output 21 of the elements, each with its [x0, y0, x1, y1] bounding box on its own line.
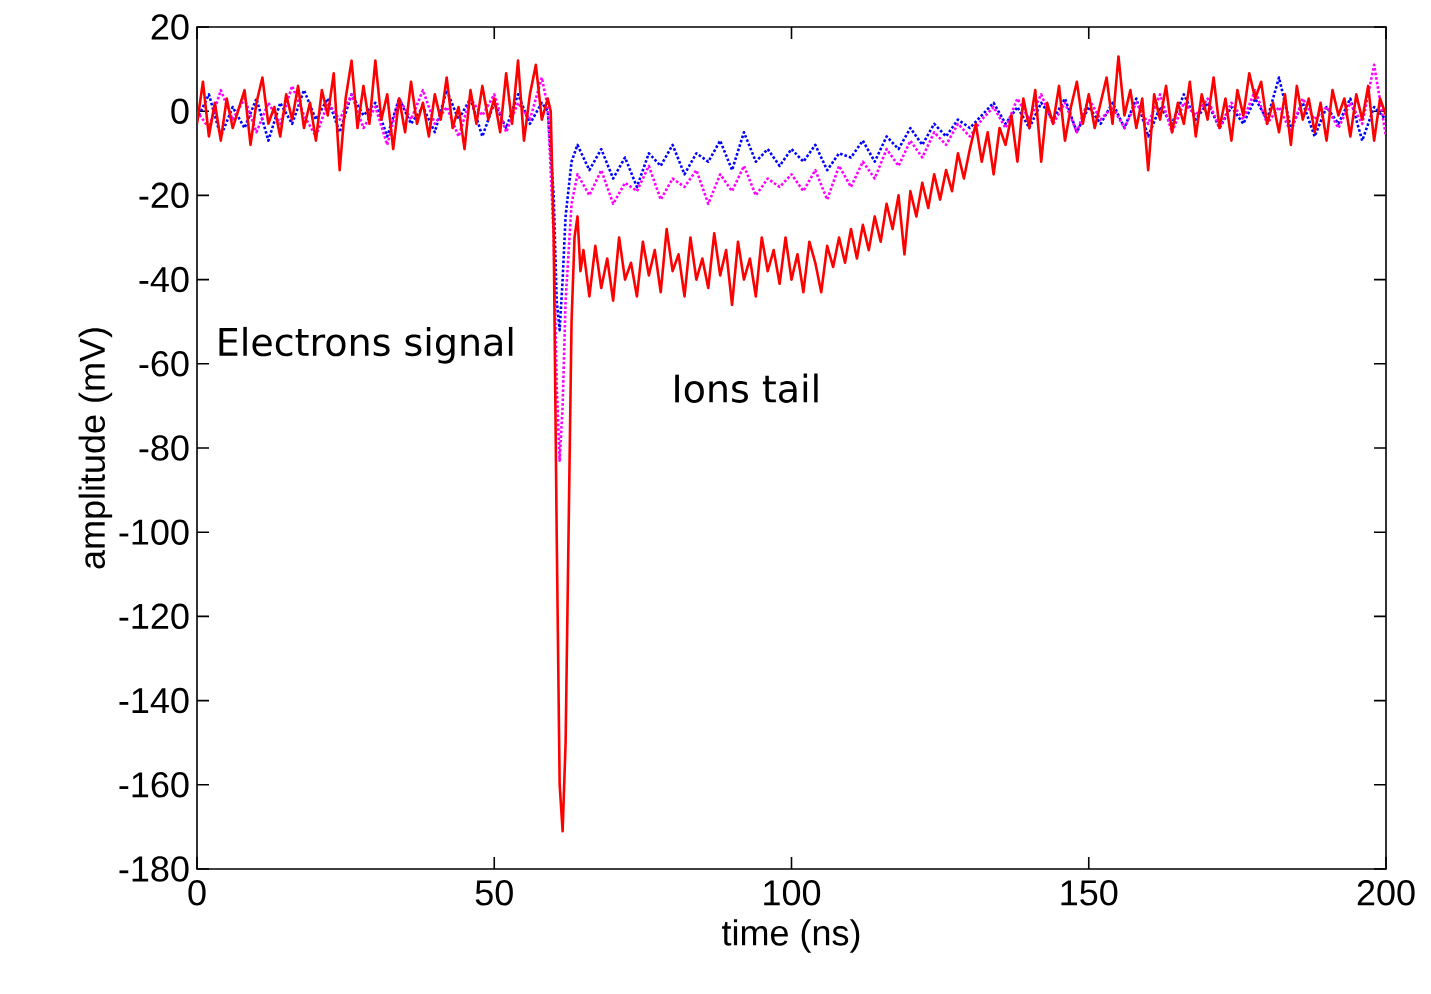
x-axis-title: time (ns): [722, 919, 860, 953]
y-tick-label: -20: [139, 182, 189, 209]
y-tick-label: -100: [119, 519, 189, 545]
y-tick-label: 20: [151, 14, 189, 40]
y-tick-label: -120: [119, 603, 189, 630]
x-tick-label: 100: [764, 880, 821, 906]
y-tick-label: -60: [139, 351, 189, 377]
line-series: [197, 63, 1386, 462]
x-tick-label: 0: [188, 880, 206, 906]
annotation: Electrons signal: [219, 326, 513, 364]
y-tick-label: -160: [119, 772, 189, 798]
x-tick-label: 150: [1061, 880, 1118, 906]
y-tick-label: -80: [139, 435, 189, 461]
x-tick-label: 200: [1357, 880, 1415, 906]
y-tick-label: -180: [119, 856, 189, 882]
annotation: Ions tail: [675, 373, 818, 403]
y-tick-label: -40: [139, 266, 189, 293]
y-tick-label: 0: [171, 98, 189, 124]
x-tick-label: 50: [475, 880, 513, 906]
y-tick-label: -140: [119, 687, 189, 714]
y-axis-title: amplitude (mV): [78, 328, 113, 569]
